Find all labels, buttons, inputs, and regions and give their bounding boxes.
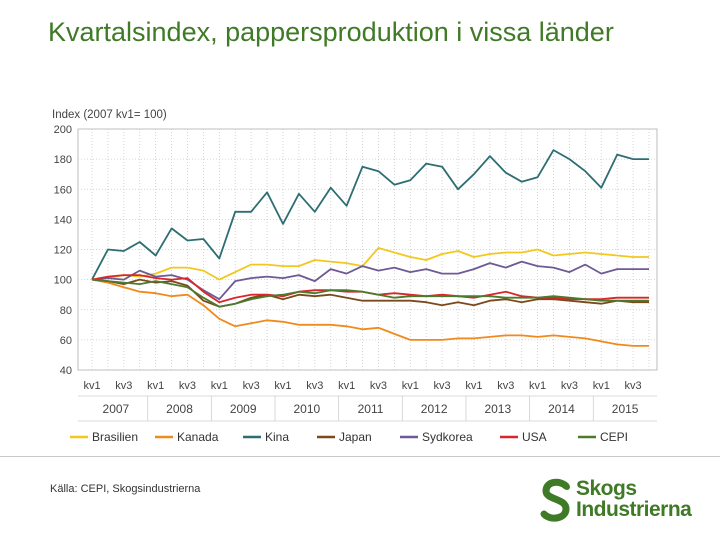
series-line-japan xyxy=(91,278,649,308)
y-tick-label: 200 xyxy=(54,124,72,136)
year-label: 2011 xyxy=(358,402,384,416)
skogsindustrierna-logo: Skogs Industrierna xyxy=(540,476,700,526)
series-line-brasilien xyxy=(91,247,649,281)
legend-label-japan: Japan xyxy=(339,430,372,444)
x-tick-label: kv1 xyxy=(211,380,228,392)
legend-label-usa: USA xyxy=(522,430,547,444)
x-tick-label: kv1 xyxy=(465,380,482,392)
legend-label-brasilien: Brasilien xyxy=(92,430,138,444)
series-line-cepi xyxy=(91,278,649,308)
x-tick-label: kv3 xyxy=(370,380,387,392)
x-tick-label: kv3 xyxy=(179,380,196,392)
page-title: Kvartalsindex, pappersproduktion i vissa… xyxy=(48,17,614,47)
x-tick-label: kv1 xyxy=(402,380,419,392)
logo-text: Skogs Industrierna xyxy=(576,477,692,521)
year-label: 2013 xyxy=(484,402,511,416)
legend-label-kina: Kina xyxy=(265,430,289,444)
x-tick-label: kv1 xyxy=(529,380,546,392)
y-tick-label: 80 xyxy=(60,305,72,317)
y-tick-label: 60 xyxy=(60,335,72,347)
y-tick-label: 140 xyxy=(54,214,72,226)
x-tick-label: kv3 xyxy=(625,380,642,392)
x-tick-label: kv1 xyxy=(274,380,291,392)
logo-line-1: Skogs xyxy=(576,477,637,500)
x-tick-label: kv3 xyxy=(561,380,578,392)
y-tick-label: 120 xyxy=(54,245,72,257)
y-tick-label: 180 xyxy=(54,154,72,166)
x-tick-label: kv1 xyxy=(593,380,610,392)
logo-s-icon xyxy=(540,478,570,522)
x-tick-label: kv1 xyxy=(83,380,100,392)
x-tick-label: kv3 xyxy=(243,380,260,392)
x-tick-label: kv3 xyxy=(434,380,451,392)
year-label: 2015 xyxy=(612,402,639,416)
logo-line-2: Industrierna xyxy=(576,498,692,521)
x-tick-label: kv3 xyxy=(115,380,132,392)
year-label: 2007 xyxy=(103,402,130,416)
y-tick-label: 40 xyxy=(60,365,72,377)
legend-label-kanada: Kanada xyxy=(177,430,219,444)
x-tick-label: kv1 xyxy=(147,380,164,392)
footer-divider xyxy=(0,456,720,457)
x-tick-label: kv1 xyxy=(338,380,355,392)
year-label: 2009 xyxy=(230,402,257,416)
line-chart: 40 60 80 100 120 140 160 180 200 Index (2007 kv1=… xyxy=(52,109,658,444)
year-label: 2012 xyxy=(421,402,448,416)
x-tick-label: kv3 xyxy=(497,380,514,392)
y-tick-label: 160 xyxy=(54,184,72,196)
y-tick-label: 100 xyxy=(54,275,72,287)
x-tick-label: kv3 xyxy=(306,380,323,392)
source-note: Källa: CEPI, Skogsindustrierna xyxy=(50,483,201,495)
y-axis-label: Index (2007 kv1= 100) xyxy=(52,109,167,121)
year-label: 2010 xyxy=(293,402,320,416)
series-line-kanada xyxy=(91,278,649,347)
year-label: 2008 xyxy=(166,402,193,416)
legend-label-sydkorea: Sydkorea xyxy=(422,430,473,444)
legend-label-cepi: CEPI xyxy=(600,430,628,444)
series-line-kina xyxy=(91,149,649,281)
year-label: 2014 xyxy=(548,402,575,416)
